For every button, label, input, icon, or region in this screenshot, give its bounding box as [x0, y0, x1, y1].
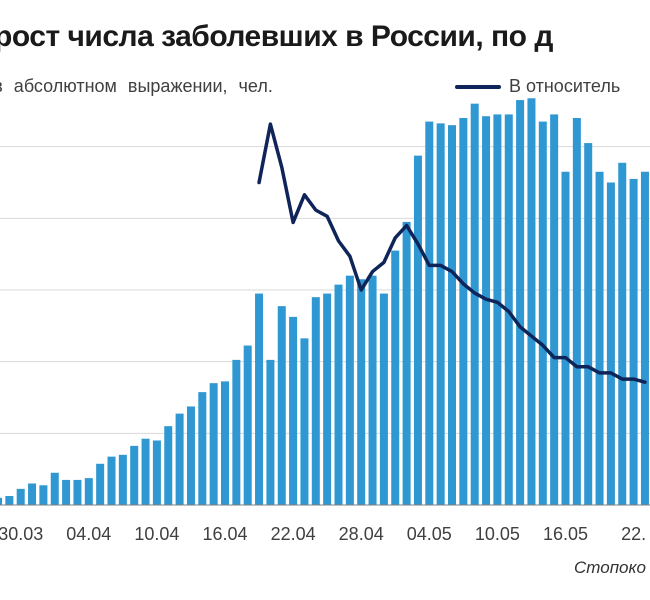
- line-series-relative: [257, 122, 647, 384]
- x-tick-label: 04.04: [66, 524, 111, 544]
- bar-03.04: [62, 479, 71, 505]
- x-tick-label: 22.04: [271, 524, 316, 544]
- x-tick-label: 22.: [621, 524, 646, 544]
- bar-12.04: [164, 426, 173, 505]
- bar-28.04: [345, 275, 354, 505]
- bar-30.03: [16, 488, 25, 506]
- bar-18.05: [572, 118, 581, 505]
- bar-03.05: [402, 221, 411, 506]
- bar-27.04: [334, 284, 343, 506]
- bar-02.05: [391, 250, 400, 505]
- x-tick-label: 28.04: [339, 524, 384, 544]
- bar-02.04: [50, 472, 59, 505]
- bar-16.05: [550, 114, 559, 506]
- bar-26.04: [323, 293, 332, 505]
- bar-24.05: [640, 171, 649, 505]
- bar-23.04: [289, 316, 298, 506]
- bar-18.04: [232, 359, 241, 506]
- bar-09.04: [130, 445, 139, 506]
- bar-05.04: [84, 478, 93, 506]
- bar-17.04: [221, 381, 229, 506]
- bar-13.04: [175, 413, 184, 506]
- bar-14.04: [186, 406, 195, 505]
- bar-06.05: [436, 123, 445, 506]
- bar-10.04: [141, 438, 150, 505]
- bar-28.03: [0, 497, 2, 505]
- bar-22.05: [618, 162, 627, 506]
- legend-line-label: В относитель: [509, 76, 621, 96]
- bar-04.04: [73, 479, 82, 505]
- bar-09.05: [470, 103, 479, 506]
- bar-15.05: [538, 121, 547, 505]
- bar-20.05: [595, 171, 604, 505]
- source-note: Стопоко: [574, 558, 646, 577]
- bar-29.03: [5, 496, 14, 505]
- bar-29.04: [357, 279, 366, 505]
- bar-07.05: [448, 125, 456, 506]
- legend-bar-label: т в абсолютном выражении, чел.: [0, 76, 273, 96]
- bar-13.05: [516, 100, 525, 505]
- bar-01.04: [39, 485, 48, 505]
- bar-08.05: [459, 118, 468, 505]
- bar-11.05: [493, 114, 502, 506]
- legend-line-item: В относитель: [455, 76, 620, 97]
- bar-14.05: [527, 98, 536, 505]
- bar-30.04: [368, 275, 377, 505]
- x-tick-label: 04.05: [407, 524, 452, 544]
- bar-11.04: [152, 440, 161, 505]
- bar-20.04: [255, 293, 264, 505]
- bar-21.05: [606, 182, 615, 505]
- bar-07.04: [107, 456, 116, 506]
- x-tick-label: 16.05: [543, 524, 588, 544]
- bar-25.04: [311, 297, 320, 505]
- bar-19.05: [584, 143, 593, 505]
- bar-17.05: [561, 171, 570, 505]
- bar-08.04: [118, 454, 127, 505]
- x-tick-label: 30.03: [0, 524, 43, 544]
- bar-01.05: [379, 293, 388, 505]
- bar-04.05: [413, 155, 422, 506]
- x-tick-label: 10.05: [475, 524, 520, 544]
- bar-24.04: [300, 338, 309, 506]
- x-tick-label: 16.04: [202, 524, 247, 544]
- bar-05.05: [425, 121, 434, 505]
- bar-16.04: [209, 383, 218, 505]
- bar-21.04: [266, 359, 275, 506]
- bar-31.03: [28, 483, 37, 505]
- bar-15.04: [198, 392, 207, 506]
- bar-10.05: [482, 116, 491, 506]
- bar-22.04: [277, 306, 286, 506]
- legend-line-swatch: [455, 84, 501, 89]
- bar-06.04: [96, 463, 105, 505]
- chart-title: рост числа заболевших в России, по д: [0, 20, 553, 53]
- bar-19.04: [243, 345, 252, 505]
- x-tick-label: 10.04: [134, 524, 179, 544]
- bar-23.05: [629, 178, 638, 506]
